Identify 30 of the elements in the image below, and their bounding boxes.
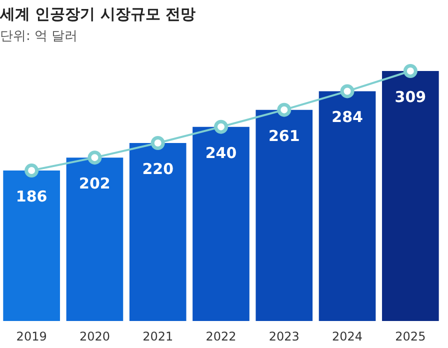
bar [129, 143, 186, 321]
point [88, 150, 102, 165]
data-label: 240 [205, 144, 237, 162]
x-tick-label: 2023 [268, 330, 300, 344]
chart-subtitle: 단위: 억 달러 [0, 28, 78, 44]
point [403, 64, 418, 78]
bar [3, 170, 60, 321]
point [277, 102, 292, 117]
point [214, 120, 228, 134]
data-label: 284 [332, 108, 363, 126]
point [340, 84, 354, 98]
point [150, 136, 165, 150]
point [24, 164, 39, 178]
data-label: 220 [142, 160, 174, 178]
data-label: 309 [394, 88, 426, 106]
x-tick-label: 2022 [206, 330, 236, 344]
bar [318, 91, 376, 321]
data-label: 186 [16, 188, 48, 206]
x-tick-label: 2025 [395, 330, 426, 344]
data-label: 261 [268, 126, 300, 145]
x-tick-label: 2024 [332, 330, 363, 344]
bar [382, 71, 439, 321]
x-tick-label: 2019 [16, 330, 47, 344]
data-label: 202 [79, 174, 110, 193]
x-tick-label: 2021 [142, 330, 174, 344]
x-tick-label: 2020 [79, 330, 110, 344]
bar [192, 126, 250, 321]
bar [256, 110, 313, 321]
bar [66, 158, 124, 321]
chart-title: 세계 인공장기 시장규모 전망 [0, 4, 196, 23]
